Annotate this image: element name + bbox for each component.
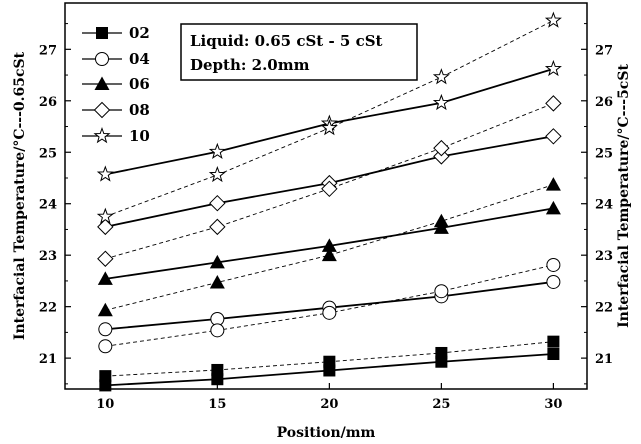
data-point: [99, 340, 112, 353]
legend-marker-04: [96, 53, 109, 66]
legend-label-10: 10: [129, 127, 150, 145]
legend-symbols: [82, 27, 122, 142]
data-point: [98, 167, 112, 181]
data-point: [210, 196, 225, 211]
y-axis-right-title: Interfacial Temperature/°C---5cSt: [616, 64, 632, 328]
data-point: [547, 336, 559, 348]
data-point: [435, 347, 447, 359]
y-tick-label-left: 26: [39, 95, 57, 110]
x-tick-label: 30: [544, 397, 562, 412]
series-04-0.65cSt: [99, 275, 560, 335]
x-tick-label: 15: [208, 397, 226, 412]
y-tick-label-right: 21: [595, 352, 613, 367]
data-point: [99, 323, 112, 336]
data-point: [210, 144, 224, 158]
data-point: [210, 167, 224, 181]
annotation-depth: Depth: 2.0mm: [190, 56, 310, 74]
legend-marker-08: [95, 103, 110, 118]
y-tick-label-left: 24: [39, 198, 57, 213]
data-point: [546, 177, 561, 191]
y-tick-label-left: 25: [39, 146, 57, 161]
data-point: [210, 275, 225, 289]
y-tick-label-right: 22: [595, 301, 613, 316]
x-tick-label: 20: [320, 397, 338, 412]
legend-marker-02: [96, 27, 108, 39]
data-point: [99, 370, 111, 382]
data-point: [546, 201, 561, 215]
data-point: [98, 303, 113, 317]
y-tick-label-right: 23: [595, 249, 613, 264]
data-point: [211, 324, 224, 337]
data-point: [547, 275, 560, 288]
y-tick-label-right: 25: [595, 146, 613, 161]
annotation-liquid: Liquid: 0.65 cSt - 5 cSt: [190, 32, 383, 50]
x-tick-label: 10: [96, 397, 114, 412]
axis-layer: 10 15 20 25 30 21 21 22 22 23 23 24 24 25 25 26 26 27 27: [39, 24, 613, 412]
data-point: [546, 96, 561, 111]
data-point: [434, 141, 449, 156]
legend-marker-06: [95, 77, 110, 91]
legend: 02 04 06 08 10: [82, 24, 150, 145]
data-point: [546, 61, 560, 75]
data-point: [434, 70, 448, 84]
y-tick-label-left: 27: [39, 43, 57, 58]
data-point: [547, 348, 559, 360]
legend-label-04: 04: [129, 50, 150, 68]
legend-label-02: 02: [129, 24, 150, 42]
data-point: [435, 285, 448, 298]
data-point: [323, 356, 335, 368]
y-tick-label-right: 24: [595, 198, 613, 213]
data-point: [434, 95, 448, 109]
y-tick-label-left: 23: [39, 249, 57, 264]
y-tick-label-right: 27: [595, 43, 613, 58]
data-point: [547, 258, 560, 271]
legend-label-06: 06: [129, 75, 150, 93]
y-tick-label-right: 26: [595, 95, 613, 110]
data-point: [546, 13, 560, 27]
data-point: [434, 214, 449, 228]
data-point: [98, 251, 113, 266]
data-point: [546, 129, 561, 144]
data-point: [323, 306, 336, 319]
x-tick-label: 25: [432, 397, 450, 412]
data-point: [211, 364, 223, 376]
x-axis-title: Position/mm: [277, 425, 376, 441]
legend-label-08: 08: [129, 101, 150, 119]
y-tick-label-left: 22: [39, 301, 57, 316]
y-tick-label-left: 21: [39, 352, 57, 367]
legend-marker-10: [95, 129, 109, 143]
y-axis-left-title: Interfacial Temperature/°C---0.65cSt: [12, 51, 28, 340]
annotation-box: Liquid: 0.65 cSt - 5 cSt Depth: 2.0mm: [181, 24, 417, 80]
data-point: [210, 219, 225, 234]
data-point: [98, 219, 113, 234]
